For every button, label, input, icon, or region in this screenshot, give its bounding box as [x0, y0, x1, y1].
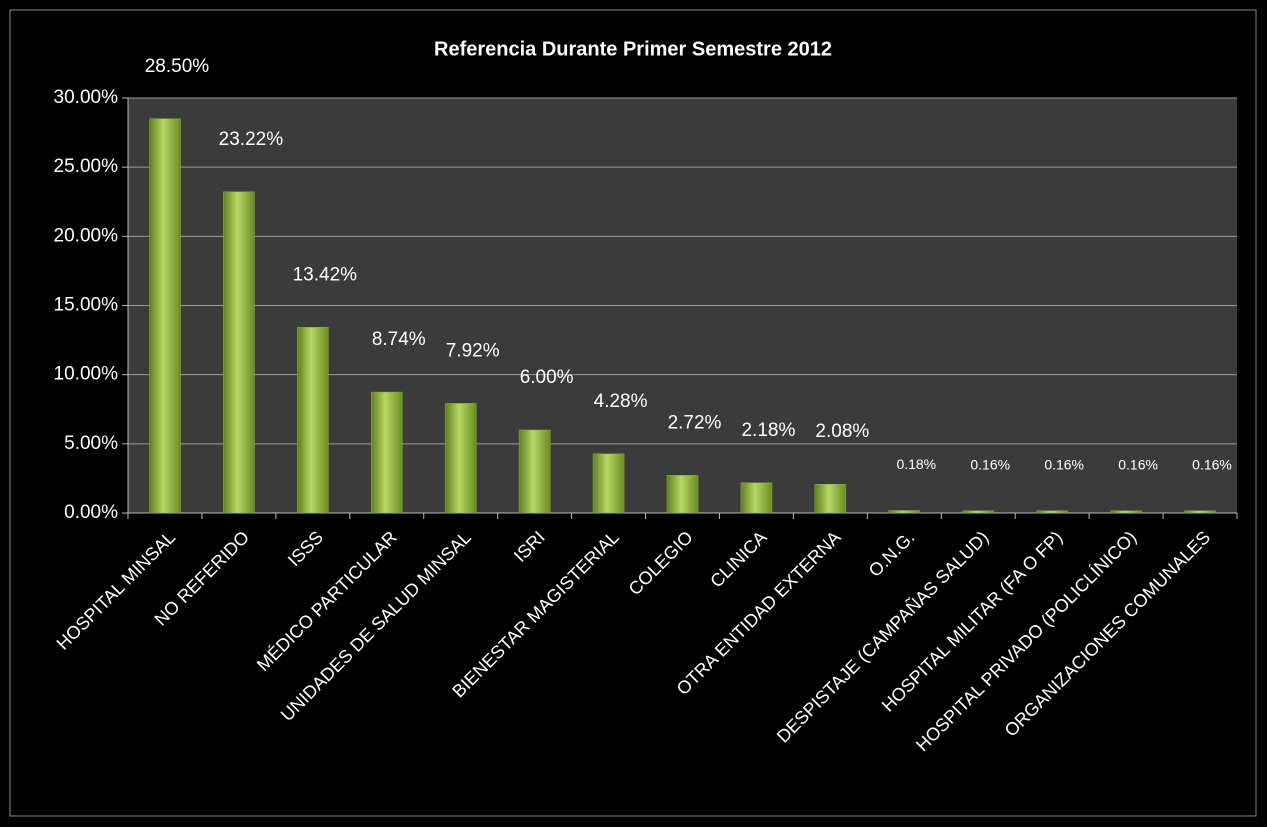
bar: [962, 510, 995, 514]
value-label: 8.74%: [372, 329, 426, 350]
y-tick-label: 25.00%: [54, 156, 119, 177]
bar: [444, 403, 477, 514]
value-label: 0.16%: [1118, 456, 1158, 472]
value-label: 7.92%: [446, 340, 500, 361]
value-label: 2.18%: [741, 420, 795, 441]
value-label: 4.28%: [594, 391, 648, 412]
bar: [592, 453, 625, 514]
bar: [297, 327, 329, 514]
value-label: 6.00%: [520, 367, 574, 388]
value-label: 0.16%: [970, 456, 1010, 472]
value-label: 0.18%: [896, 456, 936, 472]
bar: [888, 510, 921, 514]
chart-frame: [9, 9, 1257, 817]
chart-title: Referencia Durante Primer Semestre 2012: [434, 38, 832, 60]
bar: [1036, 510, 1068, 514]
bar: [1184, 510, 1216, 514]
bar: [666, 475, 699, 514]
bar: [149, 118, 181, 514]
y-tick-label: 15.00%: [54, 295, 119, 316]
y-tick-label: 10.00%: [54, 364, 119, 385]
value-label: 2.72%: [668, 412, 722, 433]
value-label: 0.16%: [1192, 456, 1232, 472]
bar: [1110, 510, 1142, 514]
bar: [740, 482, 773, 514]
bar: [814, 483, 847, 514]
value-label: 28.50%: [145, 56, 210, 77]
bar: [370, 391, 403, 514]
value-label: 2.08%: [815, 421, 869, 442]
bar: [223, 191, 255, 514]
bar: [518, 429, 551, 514]
value-label: 0.16%: [1044, 456, 1084, 472]
value-label: 13.42%: [293, 264, 358, 285]
y-tick-label: 30.00%: [54, 87, 119, 108]
y-tick-label: 20.00%: [54, 225, 119, 246]
value-label: 23.22%: [219, 129, 284, 150]
y-tick-label: 0.00%: [64, 502, 118, 523]
y-tick-label: 5.00%: [64, 433, 118, 454]
